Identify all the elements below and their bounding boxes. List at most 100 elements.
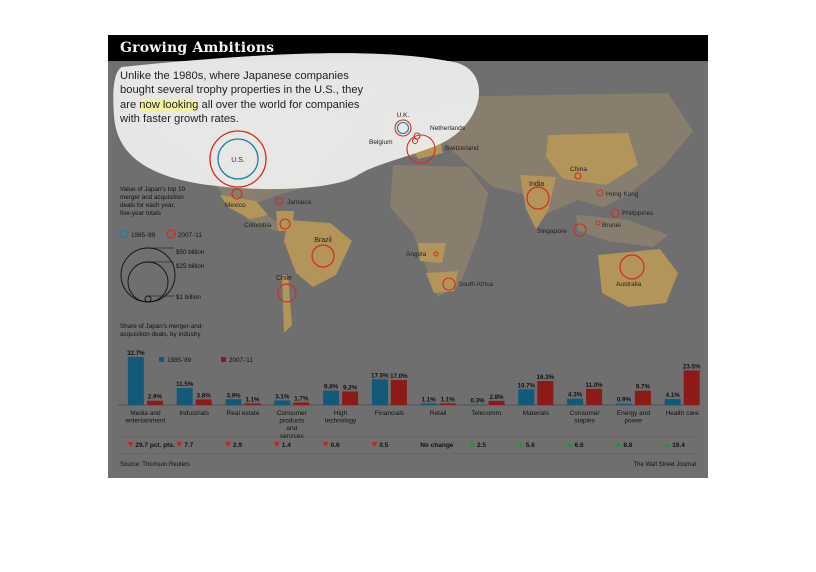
us-bubble-2007 (209, 130, 267, 188)
chart-legend-swatch-1985 (159, 357, 164, 362)
uk-bubble-1985 (396, 121, 410, 135)
industry-chart: Share of Japan's merger-and- acquisition… (118, 323, 701, 468)
bar-value-label: 17.0% (390, 373, 408, 380)
down-arrow-icon (127, 442, 134, 447)
south-africa-shape (426, 271, 458, 293)
colombia-label: Colombia (244, 222, 272, 229)
bar (244, 403, 261, 405)
down-arrow-icon (176, 442, 183, 447)
up-arrow-icon (517, 442, 524, 447)
bar (683, 370, 700, 405)
bar (371, 379, 388, 405)
change-value: 0.5 (379, 442, 388, 449)
bar (342, 391, 359, 405)
source-note: Source: Thomson Reuters (120, 462, 190, 468)
category-labels: Media and entertainment Industrials Real es… (126, 410, 700, 440)
intro-text-part2: all over the world for companies with fa… (120, 98, 360, 126)
intro-text: Unlike the 1980s, where Japanese compani… (120, 69, 370, 127)
bar (225, 399, 242, 405)
bar-value-label: 0.3% (470, 398, 485, 405)
infographic: Growing Ambitions (108, 35, 708, 478)
bar (615, 403, 632, 405)
change-value: 5.6 (526, 442, 535, 449)
belgium-label: Belgium (369, 139, 392, 146)
switzerland-label: Switzerland (445, 145, 479, 152)
bar-value-label: 17.5% (371, 372, 389, 379)
change-value: 8.8 (623, 442, 632, 449)
category-label: High technology (325, 410, 357, 425)
chart-legend-swatch-2007 (221, 357, 226, 362)
share-title-line1: Share of Japan's merger-and- (120, 323, 203, 330)
bar (567, 398, 584, 405)
category-label: Telecomm. (471, 410, 503, 417)
intro-text-part1: Unlike the 1980s, where Japanese compani… (120, 70, 364, 111)
legend-label-2007: 2007-'11 (178, 232, 202, 239)
jamaica-label: Jamaica (287, 199, 312, 206)
singapore-bubble (573, 223, 587, 237)
map-legend-title-line4: five-year totals (120, 210, 161, 217)
intro-text-highlight: now looking (139, 98, 199, 111)
bar (323, 390, 340, 405)
category-label: Energy and power (617, 410, 651, 425)
change-value: 7.7 (184, 442, 193, 449)
map-legend-title-line3: deals for each year, (120, 202, 175, 209)
bar-value-label: 1.1% (422, 396, 437, 403)
brazil-shape (284, 220, 352, 287)
bar (469, 404, 486, 406)
graphic-title: Growing Ambitions (120, 40, 275, 56)
map-legend-title-line2: merger and acquisition (120, 194, 184, 201)
india-bubble (526, 186, 550, 210)
map-bubbles: U.S. U.K. Netherlands Belgium Switzerlan… (209, 112, 654, 303)
india-label: India (529, 181, 544, 188)
scale-label-1: $1 billion (176, 294, 201, 301)
change-value: 29.7 pct. pts. (135, 442, 175, 449)
brazil-label: Brazil (314, 237, 332, 244)
mexico-label: Mexico (225, 202, 246, 209)
scale-label-25: $25 billion (176, 263, 205, 270)
up-arrow-icon (566, 442, 573, 447)
bar-value-label: 9.2% (343, 384, 358, 391)
philippines-bubble (610, 208, 620, 218)
change-value: 2.9 (233, 442, 242, 449)
bar (390, 380, 407, 405)
bar-value-label: 11.5% (176, 381, 194, 388)
southeast-asia-shape (576, 215, 668, 247)
category-label: Media and entertainment (126, 410, 166, 425)
legend-circle-2007 (166, 229, 176, 239)
colombia-bubble (279, 218, 291, 230)
india-shape (520, 175, 556, 229)
brazil-bubble (311, 244, 335, 268)
bar-value-label: 3.8% (197, 392, 212, 399)
brunei-label: Brunei (602, 222, 621, 229)
us-label: U.S. (231, 157, 245, 164)
us-bubble-1985 (217, 138, 259, 180)
angola-shape (418, 243, 446, 263)
bar-value-label: 10.7% (518, 382, 536, 389)
mexico-shape (220, 195, 268, 219)
bar (146, 400, 163, 405)
change-value: 1.4 (282, 442, 291, 449)
australia-bubble (619, 254, 645, 280)
bar (664, 398, 681, 405)
legend-circle-1985 (119, 229, 129, 239)
down-arrow-icon (273, 442, 280, 447)
angola-bubble (433, 251, 439, 257)
switzerland-bubble (406, 134, 436, 164)
category-label: Consumer staples (570, 410, 601, 425)
jamaica-bubble (275, 197, 283, 205)
bars-layer: 32.7% 2.9% 11.5%3.8% 3.9% 1.1% 3.1% 1.7% 9.8% 9.… (127, 350, 701, 406)
bar-value-label: 23.5% (683, 363, 701, 370)
south-africa-bubble (442, 277, 456, 291)
australia-label: Australia (616, 281, 642, 288)
bar (176, 388, 193, 405)
map-legend: Value of Japan's top 10 merger and acqui… (119, 186, 205, 303)
change-value: 19.4 (672, 442, 685, 449)
bar-value-label: 2.9% (148, 394, 163, 401)
category-label: Industrials (179, 410, 209, 417)
chart-legend-label-1985: 1985-'89 (167, 357, 192, 364)
share-title-line2: acquisition deals, by industry (120, 331, 201, 338)
bar-value-label: 4.3% (568, 392, 583, 399)
philippines-label: Philippines (622, 210, 654, 217)
up-arrow-icon (469, 442, 475, 447)
bar-value-label: 1.1% (441, 396, 456, 403)
